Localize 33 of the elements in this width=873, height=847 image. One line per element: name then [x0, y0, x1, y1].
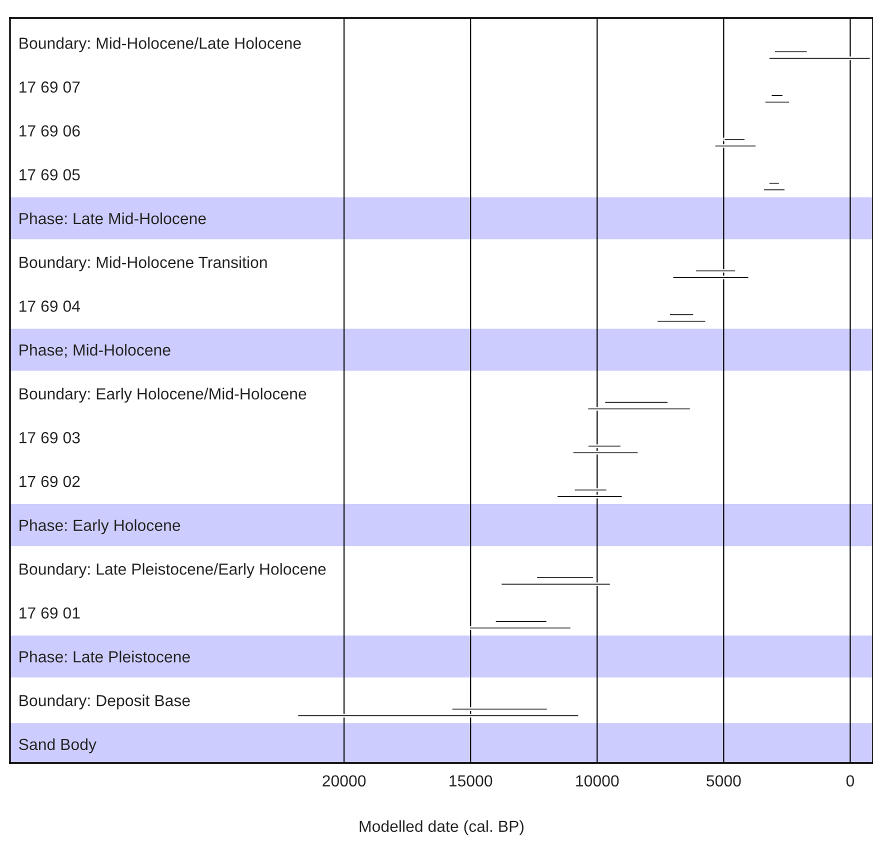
y-tick-label: 17 69 05 — [20, 169, 80, 180]
bar — [774, 50, 808, 54]
y-tick-label: 17 69 02 — [20, 476, 80, 488]
y-tick-label: Phase: Late Mid-Holocene — [20, 212, 206, 224]
bar — [656, 319, 707, 324]
y-tick-label: Boundary: Mid-Holocene/Late Holocene — [20, 37, 301, 52]
bar — [762, 188, 786, 192]
y-tick-label: Boundary: Mid-Holocene Transition — [20, 256, 267, 272]
y-tick-label: Phase; Mid-Holocene — [20, 344, 170, 358]
x-tick-label: 10000 — [576, 775, 619, 787]
x-tick-label: 5000 — [706, 775, 741, 787]
bar — [604, 400, 669, 404]
y-tick-label: 17 69 03 — [20, 432, 80, 444]
x-tick-label: 15000 — [450, 775, 492, 787]
bar — [764, 100, 790, 104]
y-tick-label: Phase: Late Pleistocene — [20, 650, 190, 662]
bar — [536, 576, 594, 580]
bar — [668, 312, 695, 316]
x-tick-label: 20000 — [322, 775, 366, 787]
bar — [494, 620, 548, 624]
y-tick-label: Boundary: Deposit Base — [20, 694, 190, 710]
y-tick-label: 17 69 01 — [20, 607, 80, 619]
y-tick-label: 17 69 07 — [20, 81, 80, 93]
y-tick-label: 17 69 04 — [20, 300, 80, 312]
bar — [770, 94, 784, 98]
y-tick-label: Boundary: Early Holocene/Mid-Holocene — [20, 388, 306, 403]
y-tick-label: Sand Body — [19, 738, 96, 754]
bar — [768, 181, 780, 186]
y-tick-label: 17 69 06 — [20, 125, 80, 137]
y-tick-label: Boundary: Late Pleistocene/Early Holocene — [20, 563, 326, 578]
y-tick-label: Phase: Early Holocene — [20, 519, 180, 534]
x-tick-label: 0 — [846, 775, 854, 787]
x-axis-title: Modelled date (cal. BP) — [360, 820, 524, 836]
